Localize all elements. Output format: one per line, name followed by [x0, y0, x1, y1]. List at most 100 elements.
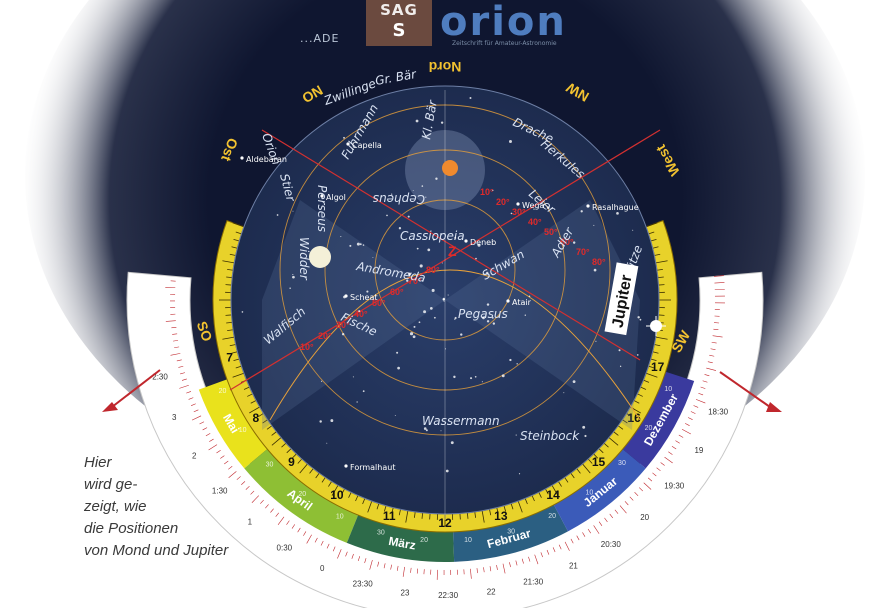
background-star: [516, 435, 517, 436]
background-star: [423, 310, 426, 313]
background-star: [509, 140, 512, 143]
background-star: [277, 214, 279, 216]
background-star: [330, 419, 333, 422]
clock-label: 3: [172, 413, 177, 422]
background-star: [511, 213, 513, 215]
altitude-label: 50°: [544, 227, 558, 237]
altitude-label: 10°: [300, 342, 314, 352]
clock-label: 20: [640, 513, 649, 522]
clock-label: 0: [320, 564, 325, 573]
month-day-tick: 10: [464, 537, 472, 544]
constellation-label: Steinbock: [520, 429, 580, 443]
altitude-label: 20°: [318, 331, 332, 341]
background-star: [433, 239, 435, 241]
star-label: Deneb: [470, 238, 496, 247]
background-star: [502, 374, 505, 377]
background-star: [425, 197, 426, 198]
background-star: [410, 332, 413, 335]
background-star: [326, 443, 327, 444]
caption-line-1: Hier: [84, 452, 314, 474]
caption-line-5: von Mond und Jupiter: [84, 540, 314, 562]
background-star: [426, 429, 428, 431]
background-star: [386, 215, 388, 217]
background-star: [420, 264, 423, 267]
background-star: [446, 470, 449, 473]
background-star: [413, 190, 414, 191]
month-day-tick: 30: [377, 529, 385, 536]
background-star: [360, 243, 362, 245]
clock-label: 22: [487, 587, 496, 596]
altitude-label: 80°: [592, 257, 606, 267]
background-star: [573, 435, 575, 437]
background-star: [396, 352, 398, 354]
background-star: [357, 243, 360, 246]
hour-label: 15: [592, 455, 606, 469]
background-star: [441, 121, 443, 123]
month-day-tick: 20: [219, 388, 227, 395]
clock-label: 19: [694, 446, 703, 455]
background-star: [408, 216, 410, 218]
background-star: [430, 307, 433, 310]
background-star: [445, 348, 446, 349]
background-star: [593, 225, 594, 226]
clock-label: 21: [569, 562, 578, 571]
star-label: Scheat: [350, 293, 378, 302]
clock-label: 21:30: [523, 578, 544, 587]
star-dot: [506, 299, 509, 302]
star-dot: [320, 194, 323, 197]
background-star: [442, 263, 443, 264]
background-star: [292, 276, 295, 279]
hour-label: 17: [651, 360, 665, 374]
background-star: [573, 241, 575, 243]
background-star: [343, 296, 346, 299]
background-star: [349, 245, 351, 247]
background-star: [584, 435, 586, 437]
clock-label: 23: [401, 588, 410, 597]
altitude-label: 70°: [576, 247, 590, 257]
star-label: Atair: [512, 298, 532, 307]
background-star: [486, 272, 488, 274]
figure-caption: Hier wird ge- zeigt, wie die Positionen …: [84, 452, 314, 562]
month-day-tick: 20: [548, 513, 556, 520]
hour-label: 11: [383, 509, 396, 523]
background-star: [533, 208, 534, 209]
background-star: [441, 430, 442, 431]
constellation-label: Wassermann: [422, 414, 500, 428]
background-star: [343, 137, 345, 139]
orion-logo-subtitle: Zeitschrift für Amateur-Astronomie: [452, 40, 602, 47]
month-day-tick: 30: [507, 529, 515, 536]
background-star: [475, 376, 477, 378]
background-star: [637, 316, 639, 318]
constellation-label: Widder: [297, 237, 311, 281]
background-star: [460, 333, 462, 335]
clock-label: 23:30: [353, 579, 374, 588]
clock-label: 20:30: [601, 540, 622, 549]
month-day-tick: 30: [618, 460, 626, 467]
background-star: [563, 392, 564, 393]
background-star: [363, 244, 364, 245]
star-dot: [516, 202, 519, 205]
sag-logo: SAG S: [366, 0, 432, 46]
background-star: [340, 236, 341, 237]
star-dot: [346, 142, 349, 145]
background-star: [620, 366, 621, 367]
background-star: [417, 248, 419, 250]
background-star: [242, 311, 244, 313]
background-star: [482, 317, 485, 320]
background-star: [509, 359, 511, 361]
month-day-tick: 10: [586, 490, 594, 497]
background-star: [594, 269, 597, 272]
background-star: [573, 380, 576, 383]
background-star: [469, 97, 471, 99]
zenith-label: Z: [448, 243, 457, 259]
background-star: [451, 441, 454, 444]
month-day-tick: 10: [336, 514, 344, 521]
background-star: [492, 317, 494, 319]
background-star: [434, 317, 436, 319]
background-star: [395, 415, 396, 416]
background-star: [292, 274, 293, 275]
hour-label: 8: [253, 411, 260, 425]
background-star: [353, 376, 354, 377]
star-dot: [344, 464, 347, 467]
